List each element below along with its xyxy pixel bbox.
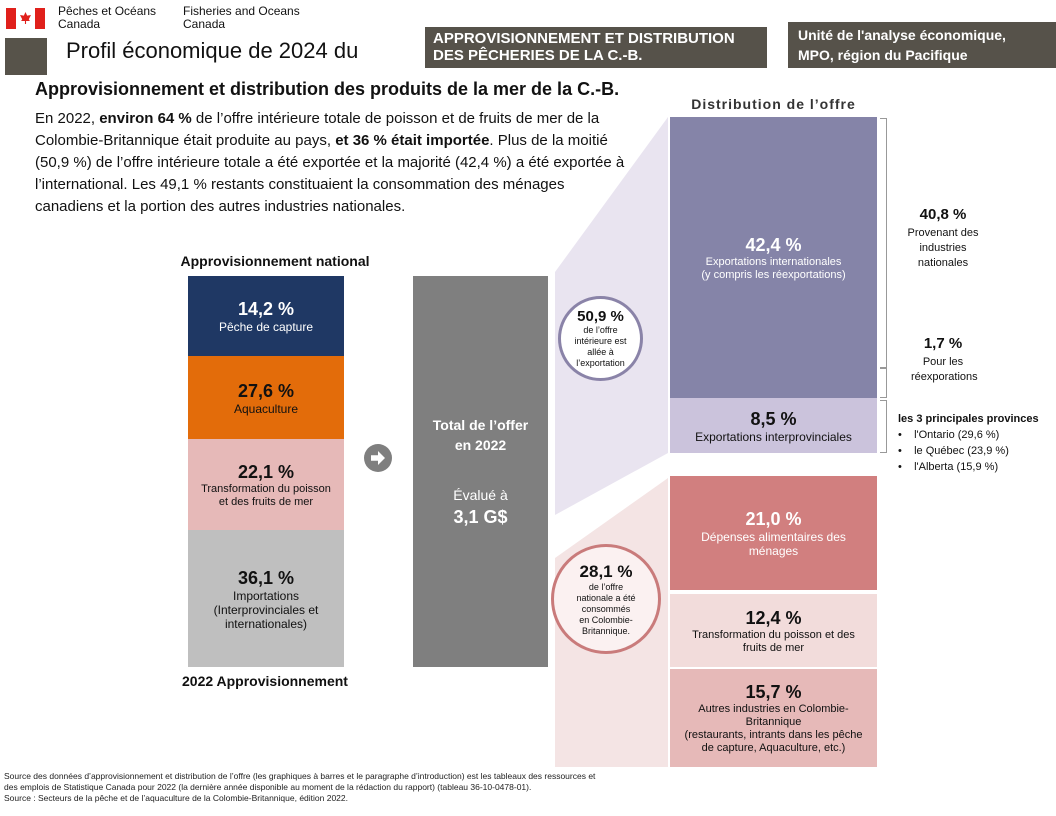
interprov-box: 8,5 % Exportations interprovinciales — [670, 398, 877, 453]
other-industries-box: 15,7 % Autres industries en Colombie-Bri… — [670, 669, 877, 767]
other-sub: (restaurants, intrants dans les pêche de… — [684, 729, 863, 754]
export-circle-text: de l’offre intérieure est allée à l’expo… — [574, 325, 627, 368]
from-domestic-note: 40,8 % Provenant des industries national… — [893, 204, 993, 271]
interprov-value: 8,5 % — [750, 408, 797, 429]
intro-paragraph: En 2022, environ 64 % de l’offre intérie… — [35, 108, 630, 218]
banner: APPROVISIONNEMENT ET DISTRIBUTION DES PÊ… — [425, 27, 767, 68]
banner-line2: DES PÊCHERIES DE LA C.-B. — [433, 47, 643, 64]
unit-box: Unité de l'analyse économique, MPO, régi… — [788, 22, 1056, 68]
segment-label: Importations (Interprovinciales et inter… — [213, 588, 319, 631]
province-label: l'Ontario (29,6 %) — [914, 429, 1000, 441]
segment-value: 27,6 % — [237, 380, 295, 401]
org-name-en: Fisheries and Oceans Canada — [183, 5, 300, 31]
intro-text: En 2022, — [35, 110, 100, 127]
other-value: 15,7 % — [745, 682, 802, 702]
province-item: • l'Ontario (29,6 %) — [898, 429, 1000, 441]
domestic-circle-text: de l’offre nationale a été consommés en … — [576, 581, 636, 636]
total-title: Total de l’offer en 2022 — [432, 417, 529, 453]
household-value: 21,0 % — [745, 509, 802, 529]
from-domestic-value: 40,8 % — [919, 206, 967, 223]
other-label: Autres industries en Colombie-Britanniqu… — [698, 703, 849, 728]
export-circle-value: 50,9 % — [577, 308, 624, 325]
org-fr-line2: Canada — [58, 17, 101, 31]
household-label: Dépenses alimentaires des ménages — [701, 530, 846, 558]
intl-sub: (y compris les réexportations) — [701, 268, 846, 281]
reexport-value: 1,7 % — [923, 335, 963, 352]
segment-label: Pêche de capture — [218, 320, 314, 334]
segment-label: Transformation du poisson et des fruits … — [201, 482, 331, 508]
processing-value: 12,4 % — [745, 607, 802, 628]
domestic-circle-value: 28,1 % — [579, 561, 633, 581]
province-label: le Québec (23,9 %) — [914, 445, 1009, 457]
org-name-fr: Pêches et Océans Canada — [58, 5, 156, 31]
segment-value: 22,1 % — [237, 461, 295, 482]
profile-title: Profil économique de 2024 du — [66, 38, 359, 63]
org-fr-line1: Pêches et Océans — [58, 4, 157, 18]
intl-value: 42,4 % — [745, 234, 802, 255]
provinces-note: les 3 principales provinces • l'Ontario … — [898, 411, 1039, 475]
province-item: • l'Alberta (15,9 %) — [898, 461, 999, 473]
intro-text: . Plus de la moitié (50,9 %) de l’offre … — [35, 132, 625, 215]
segment-imports: 36,1 % Importations (Interprovinciales e… — [188, 530, 344, 667]
source-line: Source des données d’approvisionnement e… — [4, 771, 596, 781]
total-valued: Évalué à — [453, 487, 508, 503]
supply-footer: 2022 Approvisionnement — [182, 673, 348, 689]
intro-text: de l’offre intérieure totale de poisson … — [35, 110, 600, 149]
unit-line2: MPO, région du Pacifique — [798, 47, 968, 63]
unit-line1: Unité de l'analyse économique, — [798, 27, 1006, 43]
total-bar: Total de l’offer en 2022 Évalué à 3,1 G$ — [413, 276, 548, 667]
source-line: des emplois de Statistique Canada pour 2… — [4, 782, 532, 792]
export-circle: 50,9 % de l’offre intérieure est allée à… — [558, 296, 643, 381]
reexport-note: 1,7 % Pour les réexporations — [893, 333, 993, 385]
segment-value: 36,1 % — [237, 567, 295, 588]
banner-line1: APPROVISIONNEMENT ET DISTRIBUTION — [433, 30, 735, 47]
reexport-label: Pour les réexporations — [911, 356, 978, 383]
intro-bold: et 36 % était importée — [335, 132, 490, 149]
distribution-title: Distribution de l’offre — [691, 96, 856, 112]
supply-title: Approvisionnement national — [180, 253, 370, 269]
segment-value: 14,2 % — [237, 299, 295, 319]
province-item: • le Québec (23,9 %) — [898, 445, 1009, 457]
interprov-label: Exportations interprovinciales — [695, 429, 852, 444]
province-label: l'Alberta (15,9 %) — [914, 461, 999, 473]
arrow-right-icon — [364, 444, 392, 472]
domestic-circle: 28,1 % de l’offre nationale a été consom… — [551, 544, 661, 654]
org-en-line1: Fisheries and Oceans — [183, 4, 300, 18]
sources: Source des données d’approvisionnement e… — [4, 771, 595, 804]
intl-exports-box: 42,4 % Exportations internationales (y c… — [670, 117, 877, 398]
source-line: Source : Secteurs de la pêche et de l’aq… — [4, 793, 348, 803]
segment-processing: 22,1 % Transformation du poisson et des … — [188, 439, 344, 530]
household-box: 21,0 % Dépenses alimentaires des ménages — [670, 476, 877, 590]
intro-bold: environ 64 % — [99, 110, 192, 127]
intl-label: Exportations internationales — [705, 255, 842, 268]
page-heading: Approvisionnement et distribution des pr… — [35, 79, 620, 99]
bracket-domestic — [880, 118, 887, 368]
header-square — [5, 38, 47, 75]
processing-box: 12,4 % Transformation du poisson et des … — [670, 594, 877, 667]
processing-label: Transformation du poisson et des fruits … — [692, 628, 855, 654]
segment-capture: 14,2 % Pêche de capture — [188, 276, 344, 356]
bracket-interprov — [880, 400, 887, 453]
total-amount: 3,1 G$ — [453, 507, 508, 527]
segment-label: Aquaculture — [233, 401, 299, 416]
provinces-title: les 3 principales provinces — [898, 413, 1039, 425]
bracket-reexport — [880, 368, 887, 398]
canada-flag-icon — [6, 8, 45, 29]
segment-aquaculture: 27,6 % Aquaculture — [188, 356, 344, 439]
org-en-line2: Canada — [183, 17, 226, 31]
from-domestic-label: Provenant des industries nationales — [907, 227, 979, 269]
